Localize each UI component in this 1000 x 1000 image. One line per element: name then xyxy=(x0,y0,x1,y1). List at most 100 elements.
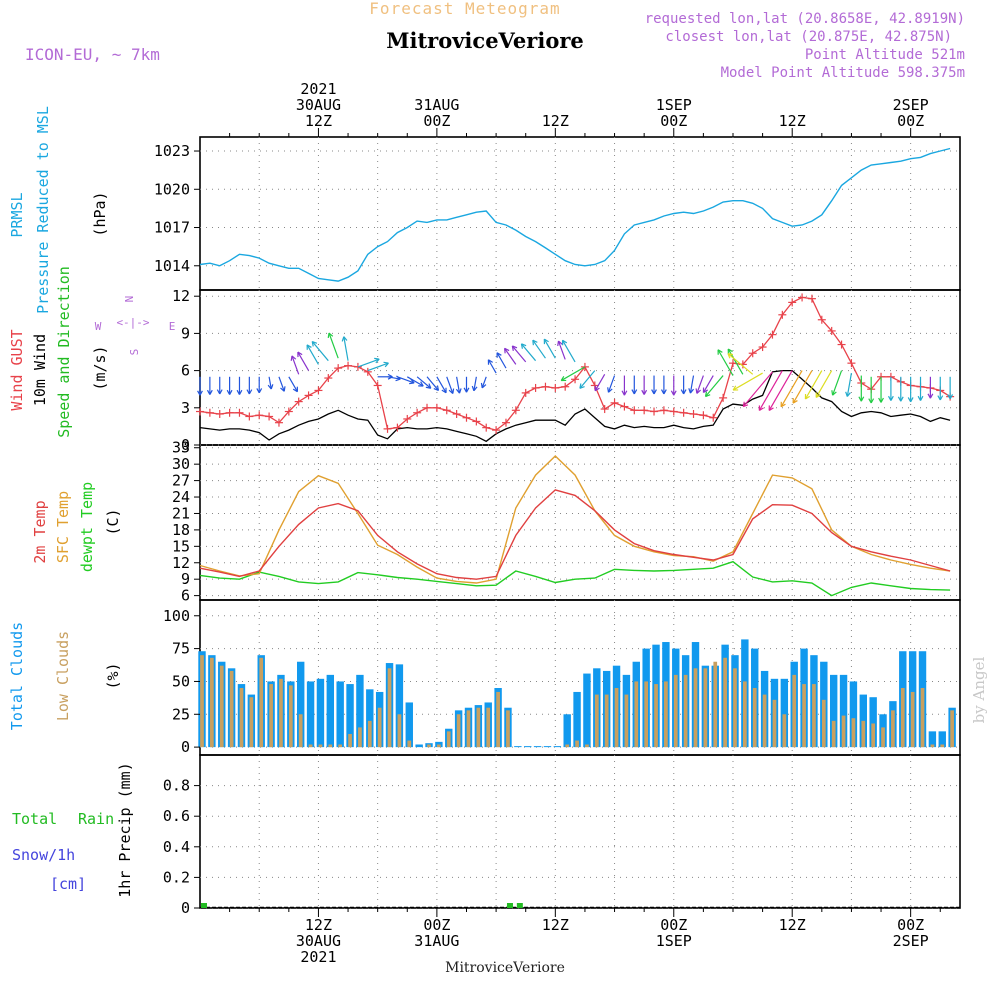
wind-arrow-head xyxy=(897,396,902,402)
y-tick-label: 1017 xyxy=(154,219,190,237)
low-cloud-bar xyxy=(565,744,570,748)
total-cloud-bar xyxy=(405,702,413,748)
wind-arrow-head xyxy=(703,389,709,394)
wind-arrow-head xyxy=(209,389,213,395)
wind-arrow-head xyxy=(949,394,954,400)
wind-arrow xyxy=(579,370,596,389)
total-cloud-bar xyxy=(395,664,404,748)
wind-arrow-head xyxy=(947,394,951,400)
total-rain-label-b: Rain xyxy=(78,810,114,828)
y-tick-label: 25 xyxy=(172,705,190,723)
low-cloud-bar xyxy=(397,714,402,748)
wind-arrow-head xyxy=(511,345,514,352)
low-cloud-bar xyxy=(348,733,352,748)
total-cloud-bar xyxy=(553,746,562,748)
total-cloud-bar xyxy=(346,684,354,748)
cloud-unit-label: (%) xyxy=(104,662,122,689)
low-cloud-bar xyxy=(446,731,451,748)
wind-arrow-head xyxy=(870,398,875,404)
wind-arrow-head xyxy=(532,340,534,346)
low-cloud-bar xyxy=(239,688,244,748)
total-cloud-bar xyxy=(869,697,877,748)
low-cloud-bar xyxy=(367,720,372,748)
wind-arrow-head xyxy=(455,388,460,394)
top-time-label: 2021 xyxy=(300,80,336,98)
snow-label: Snow/1h xyxy=(12,846,75,864)
bottom-time-label: 2SEP xyxy=(893,932,929,950)
low-cloud-bar xyxy=(871,723,876,748)
wind-arrow xyxy=(532,339,546,359)
low-cloud-bar xyxy=(269,684,273,748)
low-cloud-bar xyxy=(762,694,767,748)
wind-arrow-head xyxy=(312,340,318,344)
wind-arrow-head xyxy=(199,390,203,396)
y-tick-label: 0 xyxy=(181,436,190,454)
wind-arrow xyxy=(511,345,527,363)
wind-arrow xyxy=(846,372,853,397)
wind-arrow-head xyxy=(846,392,851,397)
low-cloud-bar xyxy=(673,674,678,748)
wind-arrow-head xyxy=(768,407,774,411)
total-cloud-bar xyxy=(938,731,946,748)
wind-arrow-head xyxy=(297,351,303,356)
wind-arrow xyxy=(727,353,754,375)
location-title: MitroviceVeriore xyxy=(386,28,584,53)
wind-arrow-head xyxy=(832,391,837,396)
bottom-time-label: 12Z xyxy=(779,916,806,934)
wind-arrow-head xyxy=(663,389,667,395)
wind-arrow-head xyxy=(607,387,610,393)
wind-arrow-head xyxy=(395,378,401,382)
low-cloud-bar xyxy=(377,707,382,748)
low-cloud-bar xyxy=(456,714,461,748)
y-tick-label: 30 xyxy=(172,455,190,473)
low-cloud-bar xyxy=(920,688,925,748)
total-cloud-bar xyxy=(415,744,423,748)
wind-arrow-head xyxy=(727,353,734,356)
wind-arrow-head xyxy=(256,388,260,394)
low-cloud-bar xyxy=(298,714,303,748)
low-cloud-bar xyxy=(338,744,343,748)
panel-frame-2 xyxy=(199,444,961,601)
credit-label: by Angel xyxy=(970,656,988,723)
wind-arrow xyxy=(306,344,319,365)
wind-arrow-head xyxy=(452,388,455,394)
wind-arrow-head xyxy=(292,388,298,393)
wind-arrow-head xyxy=(845,391,848,397)
top-time-label: 30AUG xyxy=(296,96,341,114)
wind-arrow xyxy=(387,376,401,380)
wind-arrow xyxy=(520,343,537,362)
wind-arrow xyxy=(758,370,783,411)
wind-arrow-head xyxy=(557,340,560,347)
low-cloud-bar xyxy=(772,699,777,748)
total-cloud-bar xyxy=(849,681,858,748)
pressure-line xyxy=(199,147,951,282)
wind-gust-label: Wind GUST xyxy=(8,329,26,410)
wind-arrow-head xyxy=(504,348,506,354)
wind-arrow xyxy=(328,332,339,359)
low-cloud-bar xyxy=(664,681,668,748)
bottom-time-label: 00Z xyxy=(897,916,924,934)
wind-arrow-head xyxy=(919,395,924,401)
wind-arrow xyxy=(406,376,424,387)
panel-frame-0 xyxy=(199,136,961,291)
wind-arrow-head xyxy=(887,395,892,401)
total-cloud-bar xyxy=(366,689,374,748)
wind-arrow-head xyxy=(880,397,884,403)
low-cloud-bar xyxy=(723,657,727,748)
temperature-labels: 2m Temp SFC Temp dewpt Temp (C) xyxy=(31,482,122,572)
product-title: Forecast Meteogram xyxy=(369,0,560,18)
y-tick-label: 0 xyxy=(181,899,190,917)
low-cloud-bar xyxy=(358,727,362,748)
wind-arrow xyxy=(768,370,793,411)
wind-arrow-head xyxy=(504,347,510,352)
total-cloud-bar xyxy=(524,746,532,748)
sfc-temp-label: SFC Temp xyxy=(54,491,72,563)
wind-arrow-head xyxy=(306,344,312,348)
speed-direction-label: Speed and Direction xyxy=(55,266,73,438)
wind-arrow-head xyxy=(409,382,415,385)
y-tick-label: 9 xyxy=(181,324,190,342)
low-cloud-bar xyxy=(812,684,816,748)
wind-arrow-head xyxy=(481,384,487,389)
low-cloud-bar xyxy=(841,715,846,748)
total-cloud-bar xyxy=(297,661,305,748)
